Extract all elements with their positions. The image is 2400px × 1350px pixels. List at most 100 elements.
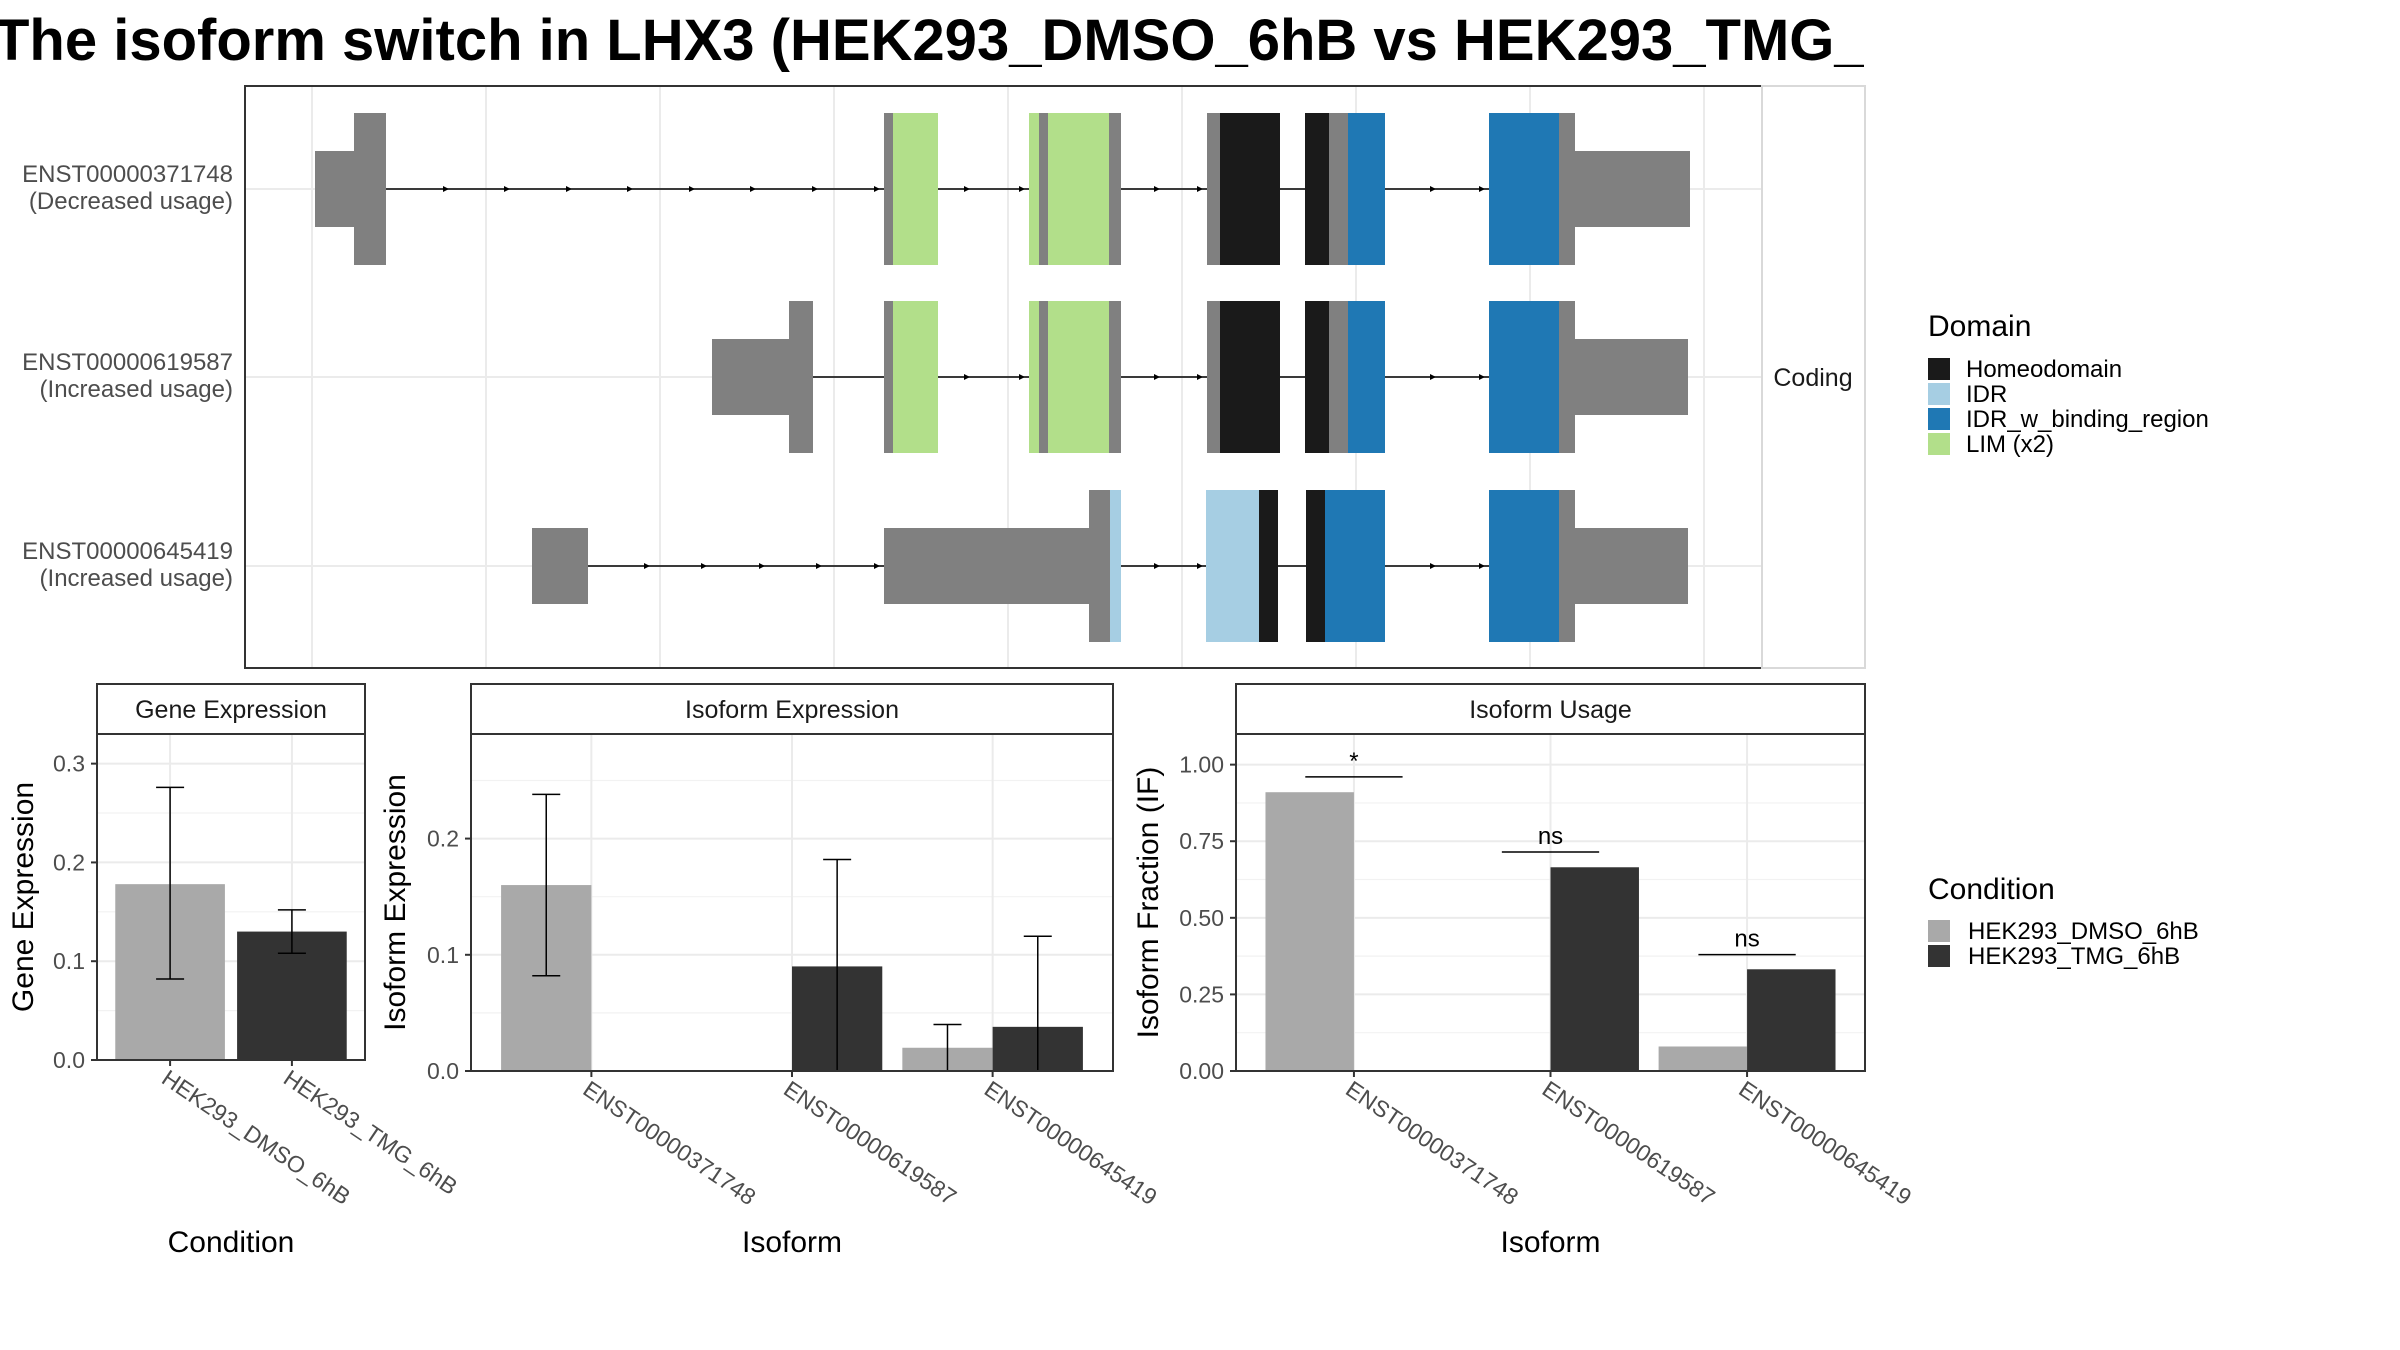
facet-strip-label: Gene Expression	[135, 696, 327, 724]
intron-direction-arrow	[1154, 186, 1160, 192]
significance-label: ns	[1734, 926, 1759, 953]
intron-direction-arrow	[964, 186, 970, 192]
isoform-row-label: ENST00000645419	[22, 538, 233, 565]
x-tick-label: ENST00000371748	[579, 1076, 761, 1211]
x-tick-label: ENST00000619587	[1538, 1076, 1720, 1211]
y-tick-label: 0.2	[53, 849, 85, 875]
usage-row-label: (Decreased usage)	[29, 188, 233, 215]
intron-direction-arrow	[874, 563, 880, 569]
bar	[1550, 867, 1639, 1071]
intron-direction-arrow	[1019, 374, 1025, 380]
facet-strip-label: Isoform Expression	[685, 696, 899, 724]
bar	[1747, 969, 1836, 1071]
condition-legend-label: HEK293_DMSO_6hB	[1968, 918, 2199, 945]
coding-exon	[1207, 113, 1221, 265]
coding-exon	[1329, 301, 1349, 453]
coding-exon	[354, 113, 386, 265]
intron-direction-arrow	[1154, 563, 1160, 569]
y-tick-label: 0.2	[427, 826, 459, 852]
isoform-expression-panel: Isoform Expression 0.0 0.1 0.2 ENST000003717…	[379, 683, 1162, 1259]
intron-direction-arrow	[1430, 563, 1436, 569]
intron-direction-arrow	[443, 186, 449, 192]
condition-legend-title: Condition	[1928, 873, 2055, 906]
intron-direction-arrow	[1197, 186, 1203, 192]
y-tick-label: 0.1	[427, 942, 459, 968]
isoform-row-label: ENST00000371748	[22, 161, 233, 188]
isoform-row-label: ENST00000619587	[22, 349, 233, 376]
x-axis-title: Condition	[168, 1226, 295, 1259]
homeodomain	[1305, 113, 1330, 265]
domain-legend-label: Homeodomain	[1966, 356, 2122, 383]
coding-exon	[1039, 113, 1049, 265]
idr-domain	[1206, 490, 1260, 642]
utr-block	[1574, 339, 1688, 415]
intron-direction-arrow	[1197, 563, 1203, 569]
condition-legend-key	[1928, 920, 1950, 942]
x-axis-title: Isoform	[1500, 1226, 1600, 1259]
homeodomain	[1220, 301, 1280, 453]
utr-block	[884, 528, 1090, 604]
coding-facet-label: Coding	[1773, 364, 1852, 392]
significance-label: *	[1349, 748, 1358, 775]
intron-direction-arrow	[627, 186, 633, 192]
idr-binding-region	[1325, 490, 1385, 642]
y-tick-label: 1.00	[1179, 752, 1224, 778]
coding-exon	[884, 113, 894, 265]
domain-legend-key	[1928, 383, 1950, 405]
intron-direction-arrow	[1197, 374, 1203, 380]
intron-direction-arrow	[689, 186, 695, 192]
intron-direction-arrow	[874, 186, 880, 192]
gene-structure-panel: Coding ENST00000371748(Decreased usage) EN…	[22, 85, 1866, 669]
intron-direction-arrow	[1430, 374, 1436, 380]
domain-legend-label: LIM (x2)	[1966, 431, 2054, 458]
utr-block	[532, 528, 588, 604]
intron-direction-arrow	[812, 186, 818, 192]
coding-exon	[1559, 301, 1575, 453]
coding-exon	[1559, 490, 1575, 642]
intron-direction-arrow	[750, 186, 756, 192]
homeodomain	[1305, 301, 1330, 453]
y-tick-label: 0.25	[1179, 981, 1224, 1007]
usage-row-label: (Increased usage)	[40, 376, 233, 403]
utr-block	[712, 339, 790, 415]
utr-block	[1574, 151, 1690, 227]
x-tick-label: ENST00000645419	[1734, 1076, 1916, 1211]
bar	[1265, 792, 1354, 1071]
intron-direction-arrow	[816, 563, 822, 569]
figure-title: The isoform switch in LHX3 (HEK293_DMSO_…	[0, 8, 1864, 73]
idr-domain	[1110, 490, 1121, 642]
intron-direction-arrow	[759, 563, 765, 569]
idr-binding-region	[1489, 490, 1560, 642]
bar	[1658, 1046, 1748, 1071]
homeodomain	[1220, 113, 1280, 265]
x-tick-label: ENST00000645419	[980, 1076, 1162, 1211]
coding-exon	[789, 301, 813, 453]
y-tick-label: 0.3	[53, 751, 85, 777]
intron-direction-arrow	[964, 374, 970, 380]
condition-legend-label: HEK293_TMG_6hB	[1968, 943, 2180, 970]
lim-domain	[1048, 113, 1110, 265]
coding-exon	[1329, 113, 1349, 265]
facet-strip	[1235, 683, 1866, 735]
idr-binding-region	[1348, 301, 1385, 453]
coding-exon	[1089, 490, 1111, 642]
x-tick-label: ENST00000371748	[1341, 1076, 1523, 1211]
lim-domain	[1029, 113, 1040, 265]
facet-strip	[470, 683, 1114, 735]
intron-direction-arrow	[1154, 374, 1160, 380]
x-tick-label: ENST00000619587	[779, 1076, 961, 1211]
intron-direction-arrow	[1479, 374, 1485, 380]
y-axis-title: Isoform Expression	[379, 774, 412, 1031]
domain-legend-label: IDR	[1966, 381, 2007, 408]
intron-direction-arrow	[1019, 186, 1025, 192]
lim-domain	[1048, 301, 1110, 453]
y-tick-label: 0.75	[1179, 828, 1224, 854]
lim-domain	[893, 113, 938, 265]
coding-exon	[1109, 301, 1121, 453]
lim-domain	[893, 301, 938, 453]
lim-domain	[1029, 301, 1040, 453]
y-tick-label: 0.50	[1179, 905, 1224, 931]
y-tick-label: 0.1	[53, 948, 85, 974]
